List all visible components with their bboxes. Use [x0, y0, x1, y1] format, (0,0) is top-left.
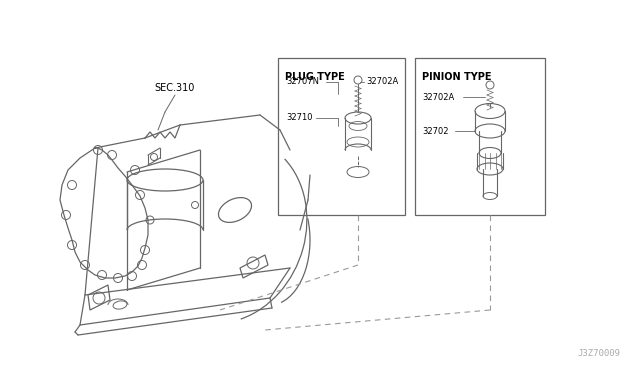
Text: PLUG TYPE: PLUG TYPE	[285, 72, 345, 82]
Text: 32702A: 32702A	[422, 93, 454, 102]
Bar	[415, 58, 545, 215]
Text: 32702A: 32702A	[366, 77, 398, 87]
Text: J3Z70009: J3Z70009	[577, 349, 620, 358]
Text: 32702: 32702	[422, 126, 449, 135]
Text: 32710: 32710	[286, 113, 312, 122]
Text: 32707N: 32707N	[286, 77, 319, 87]
Bar	[278, 58, 405, 215]
Text: SEC.310: SEC.310	[155, 83, 195, 93]
Text: PINION TYPE: PINION TYPE	[422, 72, 492, 82]
